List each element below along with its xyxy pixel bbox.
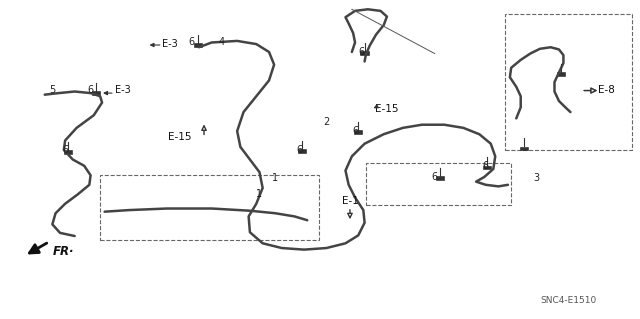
Text: 6: 6: [88, 85, 93, 95]
Text: 6: 6: [62, 145, 68, 155]
Text: 6: 6: [431, 172, 438, 182]
Bar: [193, 43, 202, 47]
Bar: [483, 166, 491, 169]
Bar: [92, 92, 100, 95]
Bar: [298, 149, 307, 153]
Text: E-8: E-8: [598, 85, 615, 95]
Text: 2: 2: [323, 116, 330, 127]
Bar: [557, 72, 565, 76]
Bar: [505, 14, 632, 150]
Text: 5: 5: [49, 85, 56, 95]
Text: 6: 6: [358, 47, 365, 57]
Bar: [520, 147, 528, 151]
Text: 6: 6: [296, 145, 302, 155]
Text: 4: 4: [218, 38, 224, 48]
Bar: [436, 176, 444, 180]
Text: E-15: E-15: [168, 132, 191, 142]
Bar: [360, 51, 369, 55]
Text: E-1: E-1: [342, 196, 358, 206]
Text: SNC4-E1510: SNC4-E1510: [540, 296, 596, 305]
Text: E-3: E-3: [115, 85, 131, 95]
Text: 6: 6: [352, 126, 358, 136]
Text: 1: 1: [273, 174, 278, 183]
Text: E-15: E-15: [374, 104, 398, 114]
Text: FR·: FR·: [52, 245, 74, 258]
Text: 1: 1: [257, 189, 262, 199]
Text: 6: 6: [188, 38, 195, 48]
Bar: [366, 163, 511, 205]
Bar: [100, 175, 319, 240]
Text: 6: 6: [483, 161, 489, 171]
Text: E-3: E-3: [163, 39, 178, 49]
Bar: [354, 130, 362, 134]
Bar: [64, 150, 72, 154]
Text: 3: 3: [534, 174, 540, 183]
